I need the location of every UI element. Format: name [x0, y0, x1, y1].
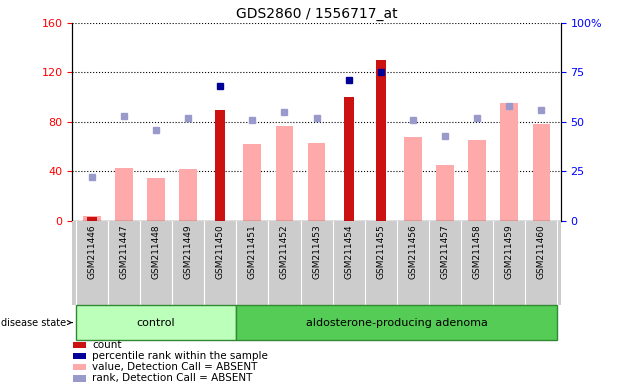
Text: GSM211456: GSM211456 — [408, 224, 418, 279]
Bar — [76, 305, 236, 340]
Bar — [72, 364, 86, 371]
Bar — [236, 305, 558, 340]
Text: rank, Detection Call = ABSENT: rank, Detection Call = ABSENT — [92, 374, 253, 384]
Text: percentile rank within the sample: percentile rank within the sample — [92, 351, 268, 361]
Text: GSM211455: GSM211455 — [376, 224, 386, 279]
Bar — [72, 342, 86, 348]
Text: GSM211446: GSM211446 — [87, 224, 96, 279]
Text: GSM211451: GSM211451 — [248, 224, 257, 279]
Text: GSM211447: GSM211447 — [119, 224, 129, 279]
Bar — [275, 126, 294, 221]
Bar — [468, 141, 486, 221]
Title: GDS2860 / 1556717_at: GDS2860 / 1556717_at — [236, 7, 398, 21]
Text: aldosterone-producing adenoma: aldosterone-producing adenoma — [306, 318, 488, 328]
Bar — [532, 124, 550, 221]
Bar — [115, 168, 133, 221]
Text: disease state: disease state — [1, 318, 72, 328]
Bar — [83, 216, 101, 221]
Text: control: control — [137, 318, 175, 328]
Text: value, Detection Call = ABSENT: value, Detection Call = ABSENT — [92, 362, 258, 372]
Bar — [244, 144, 261, 221]
Bar — [72, 353, 86, 359]
Bar — [404, 137, 421, 221]
Text: GSM211448: GSM211448 — [151, 224, 161, 279]
Bar — [500, 103, 518, 221]
Text: GSM211449: GSM211449 — [183, 224, 193, 279]
Text: GSM211452: GSM211452 — [280, 224, 289, 279]
Text: GSM211453: GSM211453 — [312, 224, 321, 279]
Bar — [86, 217, 97, 221]
Text: GSM211457: GSM211457 — [440, 224, 450, 279]
Text: GSM211458: GSM211458 — [472, 224, 482, 279]
Bar — [375, 60, 386, 221]
Text: count: count — [92, 340, 122, 350]
Bar — [72, 376, 86, 382]
Text: GSM211459: GSM211459 — [505, 224, 514, 279]
Text: GSM211454: GSM211454 — [344, 224, 353, 279]
Text: GSM211460: GSM211460 — [537, 224, 546, 279]
Bar — [307, 143, 326, 221]
Text: GSM211450: GSM211450 — [215, 224, 225, 279]
Bar — [215, 109, 226, 221]
Bar — [180, 169, 197, 221]
Bar — [147, 177, 165, 221]
Bar — [436, 165, 454, 221]
Bar — [343, 97, 354, 221]
